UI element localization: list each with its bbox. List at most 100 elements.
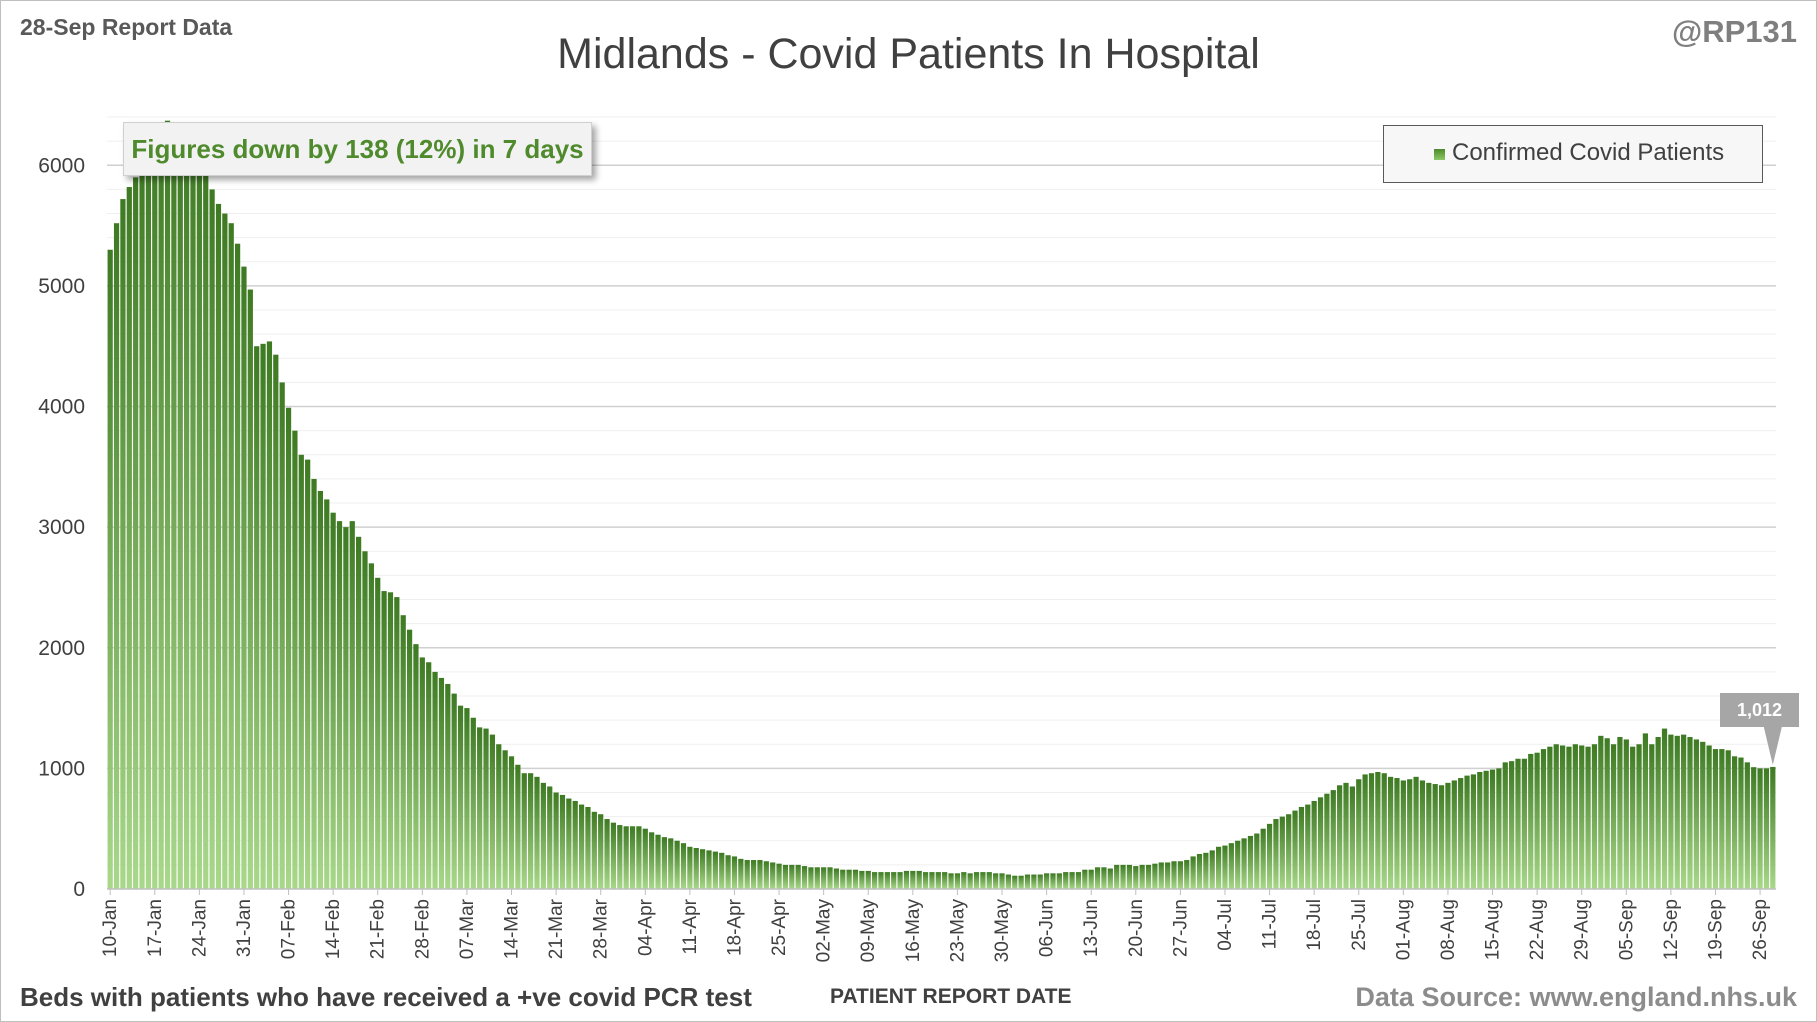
bar — [432, 671, 438, 889]
bar — [1082, 869, 1088, 889]
bar — [1489, 769, 1496, 889]
bar — [986, 872, 992, 889]
bar — [1509, 761, 1515, 889]
bar — [1617, 737, 1623, 889]
bar — [1521, 758, 1527, 889]
bar — [477, 727, 483, 889]
bar — [1088, 869, 1094, 889]
bar — [158, 125, 164, 889]
bar — [942, 872, 948, 889]
bar — [247, 289, 253, 889]
bar — [1744, 762, 1750, 889]
bar — [1356, 779, 1362, 889]
bar — [1502, 762, 1508, 889]
x-tick-label: 07-Feb — [279, 899, 300, 959]
y-tick-label: 1000 — [38, 757, 85, 780]
bar — [1400, 780, 1406, 889]
bar — [1018, 875, 1024, 889]
bar — [763, 861, 769, 889]
bar — [700, 849, 706, 889]
bar — [808, 867, 814, 889]
legend-swatch — [1434, 149, 1445, 160]
bar — [279, 382, 285, 889]
bar — [1133, 866, 1139, 889]
bar — [604, 819, 610, 889]
bar — [113, 223, 120, 889]
bar — [1668, 734, 1674, 889]
bar — [961, 872, 967, 889]
bar — [1458, 778, 1464, 889]
bar — [1145, 864, 1152, 889]
chart-legend: Confirmed Covid Patients — [1383, 125, 1763, 183]
bar — [1553, 744, 1559, 889]
y-tick-label: 2000 — [38, 637, 85, 660]
bar — [107, 249, 113, 890]
bar — [489, 734, 496, 889]
bar — [929, 872, 935, 889]
x-tick-label: 29-Aug — [1572, 899, 1593, 960]
bar — [897, 872, 903, 889]
bar — [515, 764, 521, 889]
bar — [324, 499, 330, 889]
x-axis-title: PATIENT REPORT DATE — [830, 985, 1072, 1008]
bar — [846, 869, 852, 889]
x-tick-label: 26-Sep — [1750, 899, 1771, 960]
bar — [1725, 750, 1731, 889]
bar — [1712, 749, 1719, 889]
x-tick-label: 18-Jul — [1304, 899, 1325, 951]
bar — [133, 177, 139, 889]
bar — [222, 213, 228, 890]
bar — [967, 873, 973, 889]
bar — [636, 826, 642, 889]
bar — [1101, 867, 1107, 889]
x-tick-label: 18-Apr — [725, 898, 746, 956]
x-tick-label: 11-Apr — [680, 898, 701, 954]
x-tick-label: 01-Aug — [1393, 899, 1414, 960]
bar — [687, 846, 693, 889]
bar — [241, 266, 247, 889]
bar — [801, 866, 808, 889]
bar — [292, 430, 298, 889]
bar — [1215, 846, 1222, 889]
bar — [1604, 738, 1610, 889]
bar — [445, 683, 451, 889]
bar — [1279, 816, 1285, 889]
bar — [903, 870, 910, 889]
bar — [706, 850, 712, 889]
bar — [776, 863, 782, 889]
bar — [356, 536, 362, 889]
bar — [419, 657, 425, 889]
bar — [617, 825, 623, 889]
bar — [1700, 741, 1706, 889]
bar — [1298, 806, 1305, 889]
bar — [470, 717, 476, 889]
bar — [1515, 758, 1521, 889]
bar — [234, 243, 241, 889]
bar — [655, 834, 661, 889]
bar — [1107, 868, 1113, 889]
bar — [1031, 874, 1037, 889]
bar — [1005, 874, 1011, 889]
x-tick-label: 06-Jun — [1037, 899, 1058, 957]
bar — [872, 872, 878, 889]
y-tick-label: 5000 — [38, 275, 85, 298]
y-axis: 0 1000 2000 3000 4000 5000 6000 — [38, 154, 85, 901]
bar — [1368, 773, 1375, 889]
bar — [712, 851, 718, 889]
bar — [1381, 773, 1387, 889]
bar — [1184, 860, 1190, 889]
bar — [852, 869, 859, 889]
bar — [1056, 873, 1062, 889]
bar — [1407, 779, 1413, 889]
bar — [381, 591, 387, 889]
x-tick-label: 17-Jan — [145, 899, 166, 957]
bar — [508, 756, 515, 889]
x-tick-label: 09-May — [858, 899, 879, 963]
x-tick-label: 25-Apr — [769, 898, 790, 956]
x-tick-label: 13-Jun — [1081, 899, 1102, 957]
bar — [266, 341, 273, 889]
bar — [578, 804, 585, 889]
bar — [1719, 749, 1725, 889]
bar — [1044, 873, 1050, 889]
